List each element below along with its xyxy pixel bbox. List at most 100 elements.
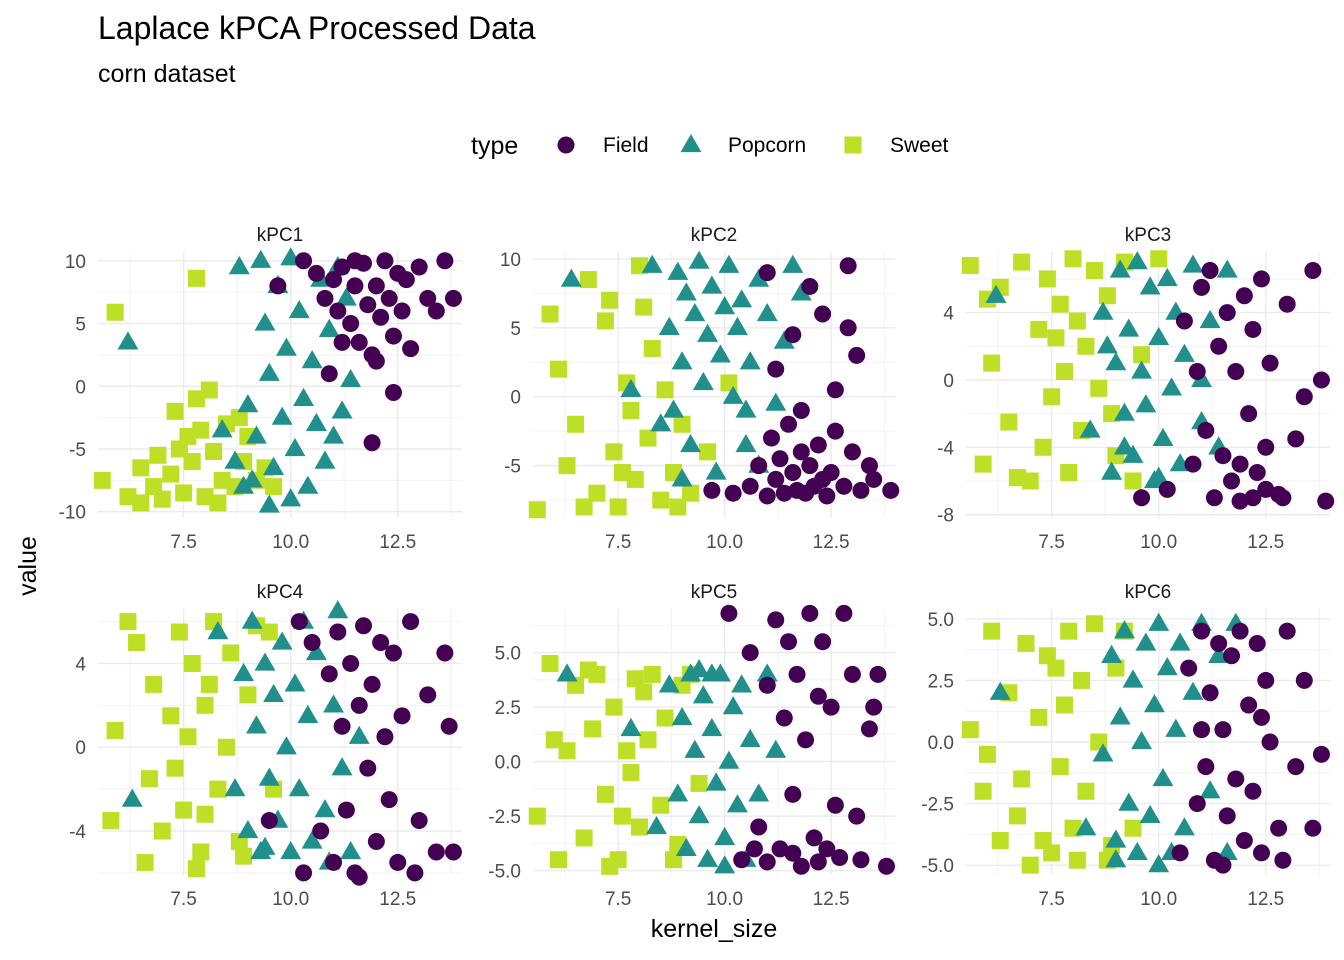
point-field — [402, 613, 419, 630]
y-tick-label: 0.0 — [495, 753, 521, 774]
point-sweet — [102, 812, 119, 829]
point-field — [1287, 430, 1304, 447]
point-field — [1257, 672, 1274, 689]
point-sweet — [576, 498, 593, 515]
point-field — [1210, 635, 1227, 652]
point-sweet — [674, 416, 691, 433]
x-tick-label: 12.5 — [1247, 889, 1284, 910]
point-popcorn — [250, 250, 271, 268]
point-field — [1244, 489, 1261, 506]
point-field — [385, 644, 402, 661]
panel-kpc6: 7.5 10.0 12.5-5.0-2.50.02.55.0kPC6 — [921, 582, 1330, 910]
point-popcorn — [680, 434, 701, 452]
point-popcorn — [255, 837, 276, 855]
point-field — [772, 450, 789, 467]
point-popcorn — [332, 400, 353, 418]
point-sweet — [605, 443, 622, 460]
point-popcorn — [225, 778, 246, 796]
point-sweet — [201, 676, 218, 693]
point-field — [368, 277, 385, 294]
point-sweet — [154, 823, 171, 840]
point-popcorn — [276, 338, 297, 356]
point-field — [767, 611, 784, 628]
point-field — [742, 478, 759, 495]
point-field — [1317, 493, 1334, 510]
point-sweet — [644, 666, 661, 683]
point-field — [797, 731, 814, 748]
point-popcorn — [621, 718, 642, 736]
point-popcorn — [727, 794, 748, 812]
point-popcorn — [731, 289, 752, 307]
point-popcorn — [740, 729, 761, 747]
point-field — [419, 686, 436, 703]
point-field — [364, 676, 381, 693]
x-tick-label: 12.5 — [379, 532, 416, 553]
point-sweet — [141, 770, 158, 787]
point-popcorn — [285, 673, 306, 691]
point-popcorn — [118, 331, 139, 349]
point-field — [441, 718, 458, 735]
point-field — [801, 278, 818, 295]
point-field — [295, 252, 312, 269]
point-field — [725, 485, 742, 502]
point-field — [372, 309, 389, 326]
point-sweet — [137, 854, 154, 871]
point-field — [767, 361, 784, 378]
point-sweet — [1060, 623, 1077, 640]
point-sweet — [197, 697, 214, 714]
point-popcorn — [723, 696, 744, 714]
facet-label-kpc6: kPC6 — [1125, 582, 1171, 603]
point-sweet — [1077, 338, 1094, 355]
point-field — [376, 252, 393, 269]
facet-label-kpc1: kPC1 — [257, 225, 303, 246]
x-axis-title: kernel_size — [651, 915, 777, 943]
point-sweet — [652, 797, 669, 814]
y-tick-label: -2.5 — [921, 795, 954, 816]
point-popcorn — [1183, 682, 1204, 700]
point-field — [1253, 709, 1270, 726]
point-field — [1189, 363, 1206, 380]
point-sweet — [1077, 783, 1094, 800]
point-sweet — [983, 623, 1000, 640]
point-field — [385, 384, 402, 401]
point-sweet — [580, 271, 597, 288]
x-tick-label: 7.5 — [170, 532, 196, 553]
point-sweet — [1060, 464, 1077, 481]
point-popcorn — [672, 351, 693, 369]
point-sweet — [699, 443, 716, 460]
facet-label-kpc2: kPC2 — [691, 225, 737, 246]
point-field — [269, 277, 286, 294]
point-field — [346, 252, 363, 269]
point-sweet — [1047, 660, 1064, 677]
point-field — [848, 808, 865, 825]
point-sweet — [167, 403, 184, 420]
point-field — [1193, 623, 1210, 640]
point-popcorn — [297, 476, 318, 494]
panel-kpc4: 7.5 10.0 12.5-404kPC4 — [69, 582, 462, 910]
point-field — [852, 851, 869, 868]
point-sweet — [546, 731, 563, 748]
point-popcorn — [1153, 428, 1174, 446]
point-field — [334, 718, 351, 735]
point-popcorn — [1165, 719, 1186, 737]
point-field — [359, 296, 376, 313]
point-popcorn — [246, 715, 267, 733]
point-sweet — [1065, 250, 1082, 267]
point-sweet — [179, 728, 196, 745]
y-tick-label: 0 — [943, 371, 954, 392]
point-sweet — [559, 457, 576, 474]
point-sweet — [657, 710, 674, 727]
point-field — [1270, 820, 1287, 837]
point-field — [445, 290, 462, 307]
point-field — [1133, 489, 1150, 506]
point-field — [780, 416, 797, 433]
y-tick-label: 2.5 — [495, 698, 521, 719]
x-tick-label: 7.5 — [605, 889, 631, 910]
point-popcorn — [280, 488, 301, 506]
point-field — [848, 347, 865, 364]
point-field — [389, 854, 406, 871]
point-popcorn — [1118, 793, 1139, 811]
point-field — [1262, 355, 1279, 372]
panel-kpc1: 7.5 10.0 12.5-10-50510kPC1 — [59, 225, 462, 553]
facet-panels: 7.5 10.0 12.5-10-50510kPC17.5 10.0 12.5-5051… — [59, 225, 1335, 910]
